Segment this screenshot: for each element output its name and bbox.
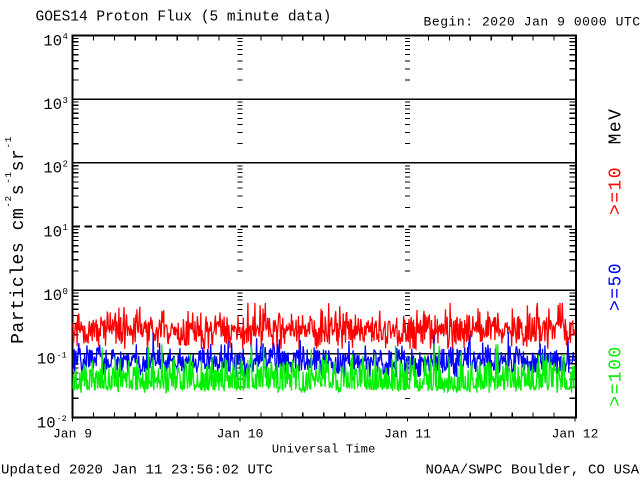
svg-text:Updated 2020 Jan 11 23:56:02 U: Updated 2020 Jan 11 23:56:02 UTC: [1, 463, 273, 479]
svg-text:NOAA/SWPC Boulder, CO USA: NOAA/SWPC Boulder, CO USA: [426, 463, 640, 479]
svg-text:10: 10: [43, 32, 62, 50]
svg-text:10: 10: [37, 351, 56, 369]
svg-text:3: 3: [63, 96, 68, 106]
svg-text:>=50: >=50: [607, 262, 627, 311]
svg-text:MeV: MeV: [607, 108, 627, 145]
svg-text:GOES14 Proton Flux (5 minute d: GOES14 Proton Flux (5 minute data): [36, 10, 332, 26]
svg-text:10: 10: [43, 160, 62, 178]
svg-text:10: 10: [37, 414, 56, 432]
svg-text:Universal Time: Universal Time: [272, 443, 376, 457]
svg-text:Jan 9: Jan 9: [53, 427, 92, 442]
svg-text:4: 4: [63, 32, 68, 42]
svg-text:Jan 12: Jan 12: [552, 427, 599, 442]
svg-text:1: 1: [63, 223, 68, 233]
svg-text:>=100: >=100: [607, 345, 627, 406]
svg-text:Particles cm-2s-1sr-1: Particles cm-2s-1sr-1: [3, 136, 29, 344]
svg-text:Jan 10: Jan 10: [217, 427, 264, 442]
svg-text:-2: -2: [57, 414, 67, 424]
svg-text:10: 10: [43, 287, 62, 305]
svg-text:2: 2: [63, 159, 68, 169]
svg-text:Jan 11: Jan 11: [384, 427, 431, 442]
svg-text:Begin: 2020 Jan 9 0000 UTC: Begin: 2020 Jan 9 0000 UTC: [424, 15, 640, 30]
svg-text:10: 10: [43, 223, 62, 241]
svg-text:>=10: >=10: [607, 166, 627, 215]
svg-text:0: 0: [63, 287, 68, 297]
svg-text:10: 10: [43, 96, 62, 114]
svg-text:-1: -1: [57, 350, 67, 360]
